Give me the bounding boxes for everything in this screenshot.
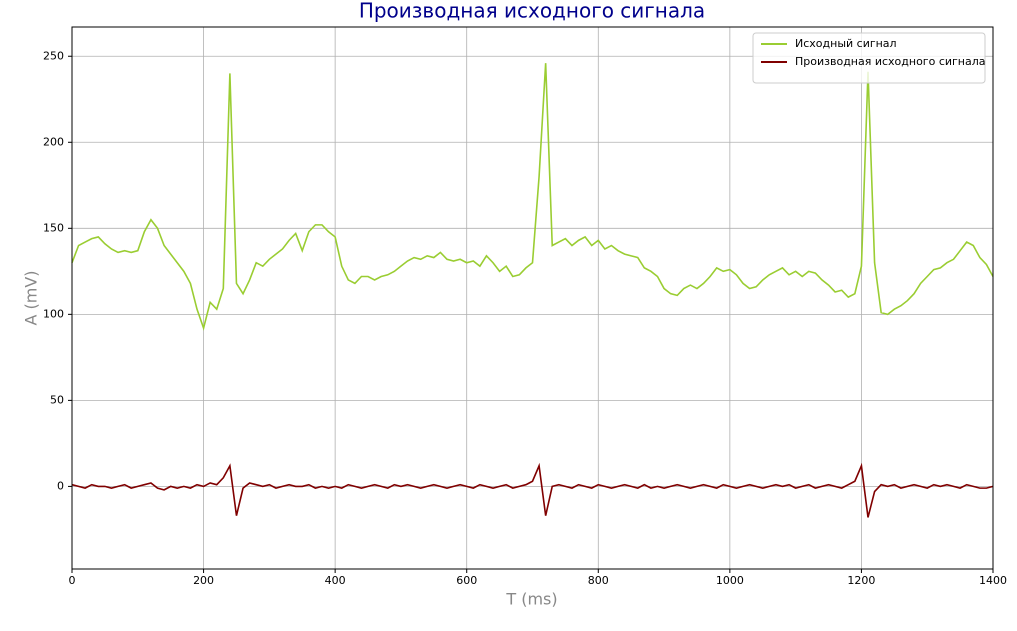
- x-tick-label: 800: [588, 574, 609, 587]
- y-tick-label: 200: [43, 135, 64, 148]
- legend-box: [752, 32, 986, 84]
- x-tick-label: 1000: [716, 574, 744, 587]
- x-tick-label: 400: [325, 574, 346, 587]
- x-tick-label: 200: [193, 574, 214, 587]
- y-tick-label: 250: [43, 49, 64, 62]
- chart-title: Производная исходного сигнала: [359, 0, 705, 23]
- y-tick-label: 50: [50, 393, 64, 406]
- data-line: [71, 462, 994, 518]
- plot-frame: [71, 26, 994, 570]
- legend-label: Исходный сигнал: [795, 37, 897, 50]
- data-line: [71, 63, 994, 331]
- y-tick-label: 100: [43, 307, 64, 320]
- y-axis-label: A (mV): [22, 270, 41, 325]
- x-axis-label: T (ms): [505, 590, 557, 609]
- legend-label: Производная исходного сигнала: [795, 55, 986, 68]
- x-tick-label: 1400: [979, 574, 1007, 587]
- x-tick-label: 0: [69, 574, 76, 587]
- y-tick-label: 150: [43, 221, 64, 234]
- y-tick-label: 0: [57, 479, 64, 492]
- x-tick-label: 600: [456, 574, 477, 587]
- x-tick-label: 1200: [847, 574, 875, 587]
